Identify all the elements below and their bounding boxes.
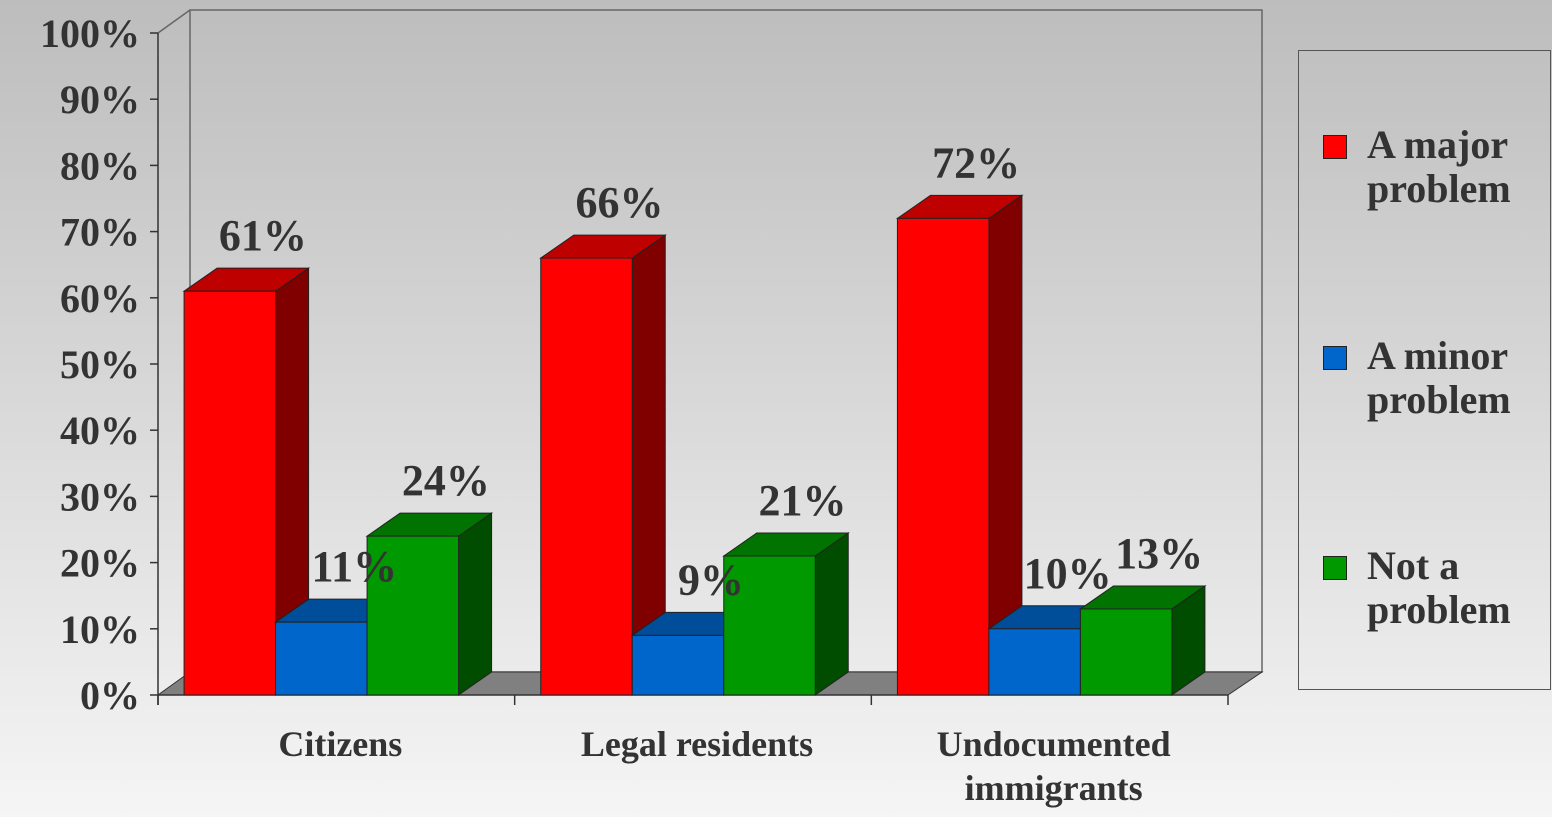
legend-label: A minor problem xyxy=(1367,333,1511,422)
value-label: 66% xyxy=(576,178,664,227)
value-label: 9% xyxy=(678,555,744,604)
bar xyxy=(988,628,1081,696)
value-label: 61% xyxy=(219,211,307,260)
y-tick-label: 40% xyxy=(60,408,140,453)
y-tick-label: 90% xyxy=(60,77,140,122)
y-tick-label: 70% xyxy=(60,210,140,255)
y-tick-label: 60% xyxy=(60,276,140,321)
bar xyxy=(540,257,633,696)
y-tick-label: 0% xyxy=(80,673,140,718)
bar xyxy=(723,555,816,696)
legend-label: Not a problem xyxy=(1367,543,1511,632)
y-tick-label: 100% xyxy=(40,11,140,56)
value-label: 11% xyxy=(312,542,398,591)
bar-side xyxy=(458,512,493,696)
x-tick-label: Legal residents xyxy=(580,724,814,764)
y-tick-label: 80% xyxy=(60,143,140,188)
legend-swatch xyxy=(1323,556,1347,580)
y-tick-label: 20% xyxy=(60,541,140,586)
legend: A major problem A minor problem Not a prob… xyxy=(1298,50,1551,690)
y-tick-label: 30% xyxy=(60,474,140,519)
x-tick-label: Undocumented immigrants xyxy=(936,724,1171,808)
bar xyxy=(896,217,990,696)
value-label: 21% xyxy=(759,476,847,525)
legend-label: A major problem xyxy=(1367,122,1511,211)
bar xyxy=(631,634,725,696)
bar xyxy=(183,290,277,696)
bar xyxy=(275,621,368,696)
legend-item: A minor problem xyxy=(1323,334,1543,422)
bar-side xyxy=(814,532,849,696)
x-tick-label: Citizens xyxy=(278,724,403,764)
legend-swatch xyxy=(1323,135,1347,159)
legend-item: Not a problem xyxy=(1323,544,1543,632)
y-tick-label: 50% xyxy=(60,342,140,387)
value-label: 24% xyxy=(402,456,490,505)
bar xyxy=(1079,608,1173,696)
value-label: 72% xyxy=(932,138,1020,187)
legend-swatch xyxy=(1323,346,1347,370)
left-wall-edge xyxy=(157,9,191,34)
value-label: 10% xyxy=(1024,549,1112,598)
value-label: 13% xyxy=(1115,529,1203,578)
bar xyxy=(366,535,460,696)
y-tick-label: 10% xyxy=(60,607,140,652)
legend-item: A major problem xyxy=(1323,123,1543,211)
